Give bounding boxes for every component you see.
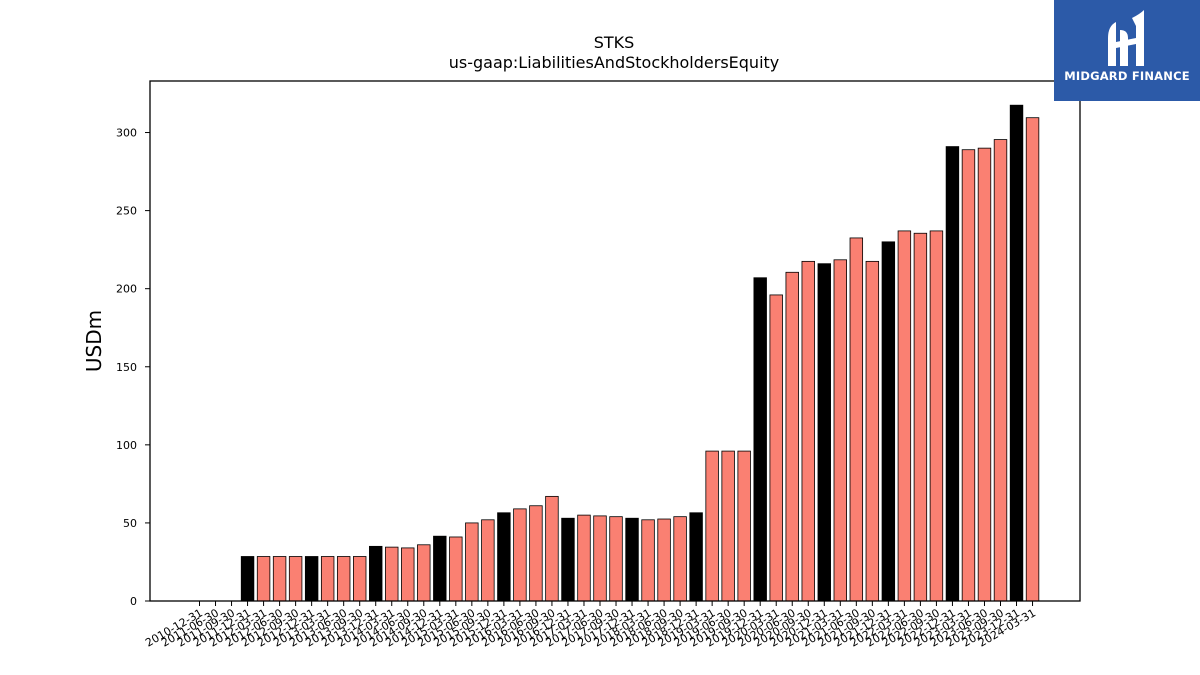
bar-2012-03-31 [256,556,271,602]
bar-2021-09-30 [865,260,880,602]
bar-2019-09-30 [737,450,751,602]
bar-2023-06-30 [977,147,992,602]
x-axis: 2010-12-312011-06-302011-09-302011-12-31… [143,601,1038,650]
bar-2017-12-31 [625,517,639,602]
bar-2016-12-31 [561,517,575,602]
bar-2015-06-30 [465,522,479,602]
bar-2021-12-31 [881,241,896,602]
chart-subtitle: us-gaap:LiabilitiesAndStockholdersEquity [449,53,780,72]
bar-2022-12-31 [945,146,960,602]
bar-2023-09-30 [993,139,1008,602]
bar-2011-12-31 [240,556,255,602]
bar-2018-09-30 [673,516,687,602]
bar-2018-03-31 [641,519,655,602]
bar-2018-06-30 [657,518,671,602]
bar-2012-09-30 [288,556,303,602]
bar-2020-03-31 [769,294,783,602]
bar-2013-12-31 [369,545,383,602]
bar-2016-09-30 [545,495,559,602]
y-tick-label: 0 [130,595,137,608]
bar-2016-03-31 [513,508,527,602]
y-tick-label: 50 [123,517,137,530]
bar-2015-12-31 [497,512,511,602]
y-tick-label: 150 [116,361,137,374]
midgard-logo-icon [1108,10,1144,66]
plot-frame [149,80,1081,602]
bar-2024-03-31 [1025,117,1040,602]
bar-2019-06-30 [721,450,735,602]
bar-2013-06-30 [336,556,351,602]
brand-logo: MIDGARD FINANCE [1054,0,1200,101]
bar-2018-12-31 [689,512,703,602]
bar-2020-06-30 [785,271,799,602]
bar-2013-09-30 [352,556,367,602]
bar-2014-09-30 [417,544,431,602]
bars [240,104,1040,602]
bar-2022-03-31 [897,230,912,602]
y-tick-label: 100 [116,439,137,452]
bar-2015-03-31 [449,536,463,602]
bar-2017-06-30 [593,515,607,602]
bar-2023-12-31 [1009,104,1024,602]
brand-name: MIDGARD FINANCE [1064,69,1190,83]
bar-2015-09-30 [481,519,495,602]
bar-2013-03-31 [320,556,335,602]
bar-2022-09-30 [929,230,944,602]
bar-2014-03-31 [385,546,399,602]
y-tick-label: 200 [116,283,137,296]
bar-2017-03-31 [577,514,591,602]
bar-2019-03-31 [705,450,719,602]
bar-2021-06-30 [849,237,864,602]
bar-2022-06-30 [913,232,928,602]
bar-2020-09-30 [801,260,815,602]
bar-2023-03-31 [961,149,976,602]
bar-2016-06-30 [529,505,543,602]
y-axis: 0 50 100 150 200 250 300 [116,127,150,608]
bar-2019-12-31 [753,277,767,602]
chart-title: STKS [594,33,635,52]
bar-2020-12-31 [817,263,831,602]
y-tick-label: 250 [116,205,137,218]
bar-2017-09-30 [609,516,623,602]
bar-2012-12-31 [304,556,319,602]
bar-2014-06-30 [401,547,415,602]
y-tick-label: 300 [116,127,137,140]
bar-2014-12-31 [433,535,447,602]
bar-2021-03-31 [833,259,848,602]
bar-2012-06-30 [272,556,287,602]
y-axis-label: USDm [82,310,106,372]
